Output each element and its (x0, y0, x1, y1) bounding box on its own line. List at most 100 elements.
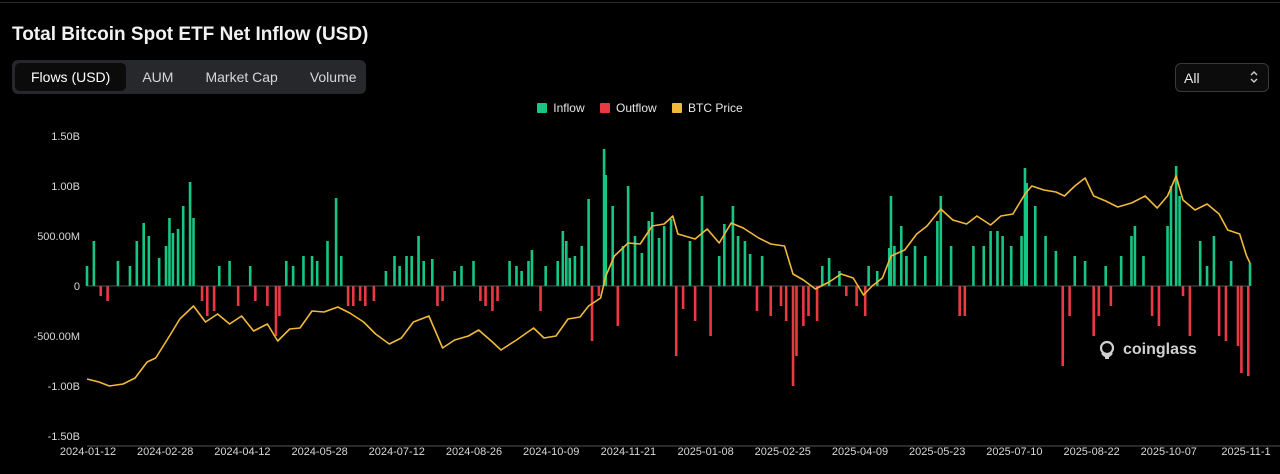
inflow-bar[interactable] (924, 256, 927, 286)
outflow-bar[interactable] (1092, 286, 1095, 336)
inflow-bar[interactable] (820, 266, 824, 286)
inflow-bar[interactable] (135, 241, 139, 286)
inflow-bar[interactable] (520, 271, 523, 286)
inflow-bar[interactable] (228, 261, 231, 286)
btc-price-polyline[interactable] (86, 175, 1251, 387)
outflow-bar[interactable] (597, 286, 601, 296)
inflow-bar[interactable] (647, 221, 651, 286)
inflow-bar[interactable] (905, 256, 908, 286)
outflow-bar[interactable] (769, 286, 773, 316)
inflow-bar[interactable] (827, 258, 831, 286)
inflow-bar[interactable] (310, 256, 314, 286)
inflow-bar[interactable] (939, 196, 943, 286)
inflow-bar[interactable] (92, 241, 96, 286)
outflow-bar[interactable] (1240, 286, 1243, 373)
outflow-bar[interactable] (358, 286, 362, 301)
inflow-bar[interactable] (291, 266, 295, 286)
outflow-bar[interactable] (802, 286, 805, 326)
inflow-bar[interactable] (743, 241, 747, 286)
outflow-bar[interactable] (1068, 286, 1071, 316)
inflow-bar[interactable] (989, 231, 992, 286)
inflow-bar[interactable] (1229, 261, 1233, 286)
inflow-bar[interactable] (889, 196, 893, 286)
inflow-bar[interactable] (1174, 166, 1178, 286)
outflow-bar[interactable] (779, 286, 783, 306)
inflow-bar[interactable] (1104, 266, 1107, 286)
inflow-bar[interactable] (527, 261, 530, 286)
range-select[interactable]: All (1175, 63, 1269, 92)
inflow-bar[interactable] (887, 248, 891, 286)
inflow-bar[interactable] (398, 266, 401, 286)
inflow-bar[interactable] (1083, 261, 1087, 286)
outflow-bar[interactable] (844, 286, 848, 296)
inflow-bar[interactable] (669, 219, 673, 286)
inflow-bar[interactable] (1033, 206, 1037, 286)
inflow-bar[interactable] (913, 246, 917, 286)
inflow-bar[interactable] (128, 266, 132, 286)
inflow-bar[interactable] (315, 261, 319, 286)
inflow-bar[interactable] (157, 258, 161, 286)
inflow-bar[interactable] (657, 238, 661, 286)
inflow-bar[interactable] (564, 241, 568, 286)
outflow-bar[interactable] (855, 286, 858, 306)
inflow-bar[interactable] (188, 182, 192, 286)
inflow-bar[interactable] (936, 221, 939, 286)
inflow-bar[interactable] (1023, 168, 1027, 286)
inflow-bar[interactable] (982, 246, 986, 286)
inflow-bar[interactable] (1009, 246, 1013, 286)
inflow-bar[interactable] (326, 241, 329, 286)
inflow-bar[interactable] (1044, 236, 1047, 286)
inflow-bar[interactable] (116, 261, 120, 286)
outflow-bar[interactable] (815, 286, 819, 321)
legend-inflow[interactable]: Inflow (537, 101, 585, 115)
outflow-bar[interactable] (1217, 286, 1221, 336)
outflow-bar[interactable] (441, 286, 444, 301)
outflow-bar[interactable] (200, 286, 204, 301)
outflow-bar[interactable] (205, 286, 209, 316)
inflow-bar[interactable] (662, 226, 666, 286)
outflow-bar[interactable] (254, 286, 257, 301)
outflow-bar[interactable] (274, 286, 278, 336)
inflow-bar[interactable] (472, 261, 475, 286)
outflow-bar[interactable] (1246, 286, 1250, 376)
inflow-bar[interactable] (650, 212, 654, 286)
inflow-bar[interactable] (302, 256, 305, 286)
inflow-bar[interactable] (1212, 236, 1216, 286)
outflow-bar[interactable] (351, 286, 355, 306)
inflow-bar[interactable] (515, 266, 518, 286)
inflow-bar[interactable] (700, 196, 704, 286)
inflow-bar[interactable] (867, 266, 870, 286)
inflow-bar[interactable] (972, 246, 975, 286)
outflow-bar[interactable] (1181, 286, 1185, 296)
inflow-bar[interactable] (717, 256, 721, 286)
outflow-bar[interactable] (681, 286, 685, 309)
inflow-bar[interactable] (217, 266, 221, 286)
outflow-bar[interactable] (278, 286, 281, 316)
inflow-bar[interactable] (573, 256, 577, 286)
tab-market-cap[interactable]: Market Cap (205, 69, 278, 85)
outflow-bar[interactable] (807, 286, 810, 316)
inflow-bar[interactable] (748, 254, 752, 286)
outflow-bar[interactable] (479, 286, 482, 301)
inflow-bar[interactable] (723, 224, 726, 286)
inflow-bar[interactable] (587, 199, 590, 286)
tab-aum[interactable]: AUM (142, 69, 174, 85)
outflow-bar[interactable] (863, 286, 867, 316)
outflow-bar[interactable] (693, 286, 697, 321)
outflow-bar[interactable] (1157, 286, 1161, 326)
inflow-bar[interactable] (430, 259, 434, 286)
inflow-bar[interactable] (604, 175, 608, 286)
outflow-bar[interactable] (99, 286, 103, 296)
outflow-bar[interactable] (709, 286, 712, 336)
outflow-bar[interactable] (363, 286, 367, 306)
inflow-bar[interactable] (626, 186, 630, 286)
outflow-bar[interactable] (1236, 286, 1240, 346)
inflow-bar[interactable] (453, 271, 456, 286)
outflow-bar[interactable] (266, 286, 269, 306)
inflow-bar[interactable] (736, 236, 740, 286)
inflow-bar[interactable] (556, 261, 559, 286)
inflow-bar[interactable] (760, 256, 764, 286)
outflow-bar[interactable] (346, 286, 350, 306)
inflow-bar[interactable] (171, 233, 175, 286)
legend-btc-price[interactable]: BTC Price (672, 101, 743, 115)
